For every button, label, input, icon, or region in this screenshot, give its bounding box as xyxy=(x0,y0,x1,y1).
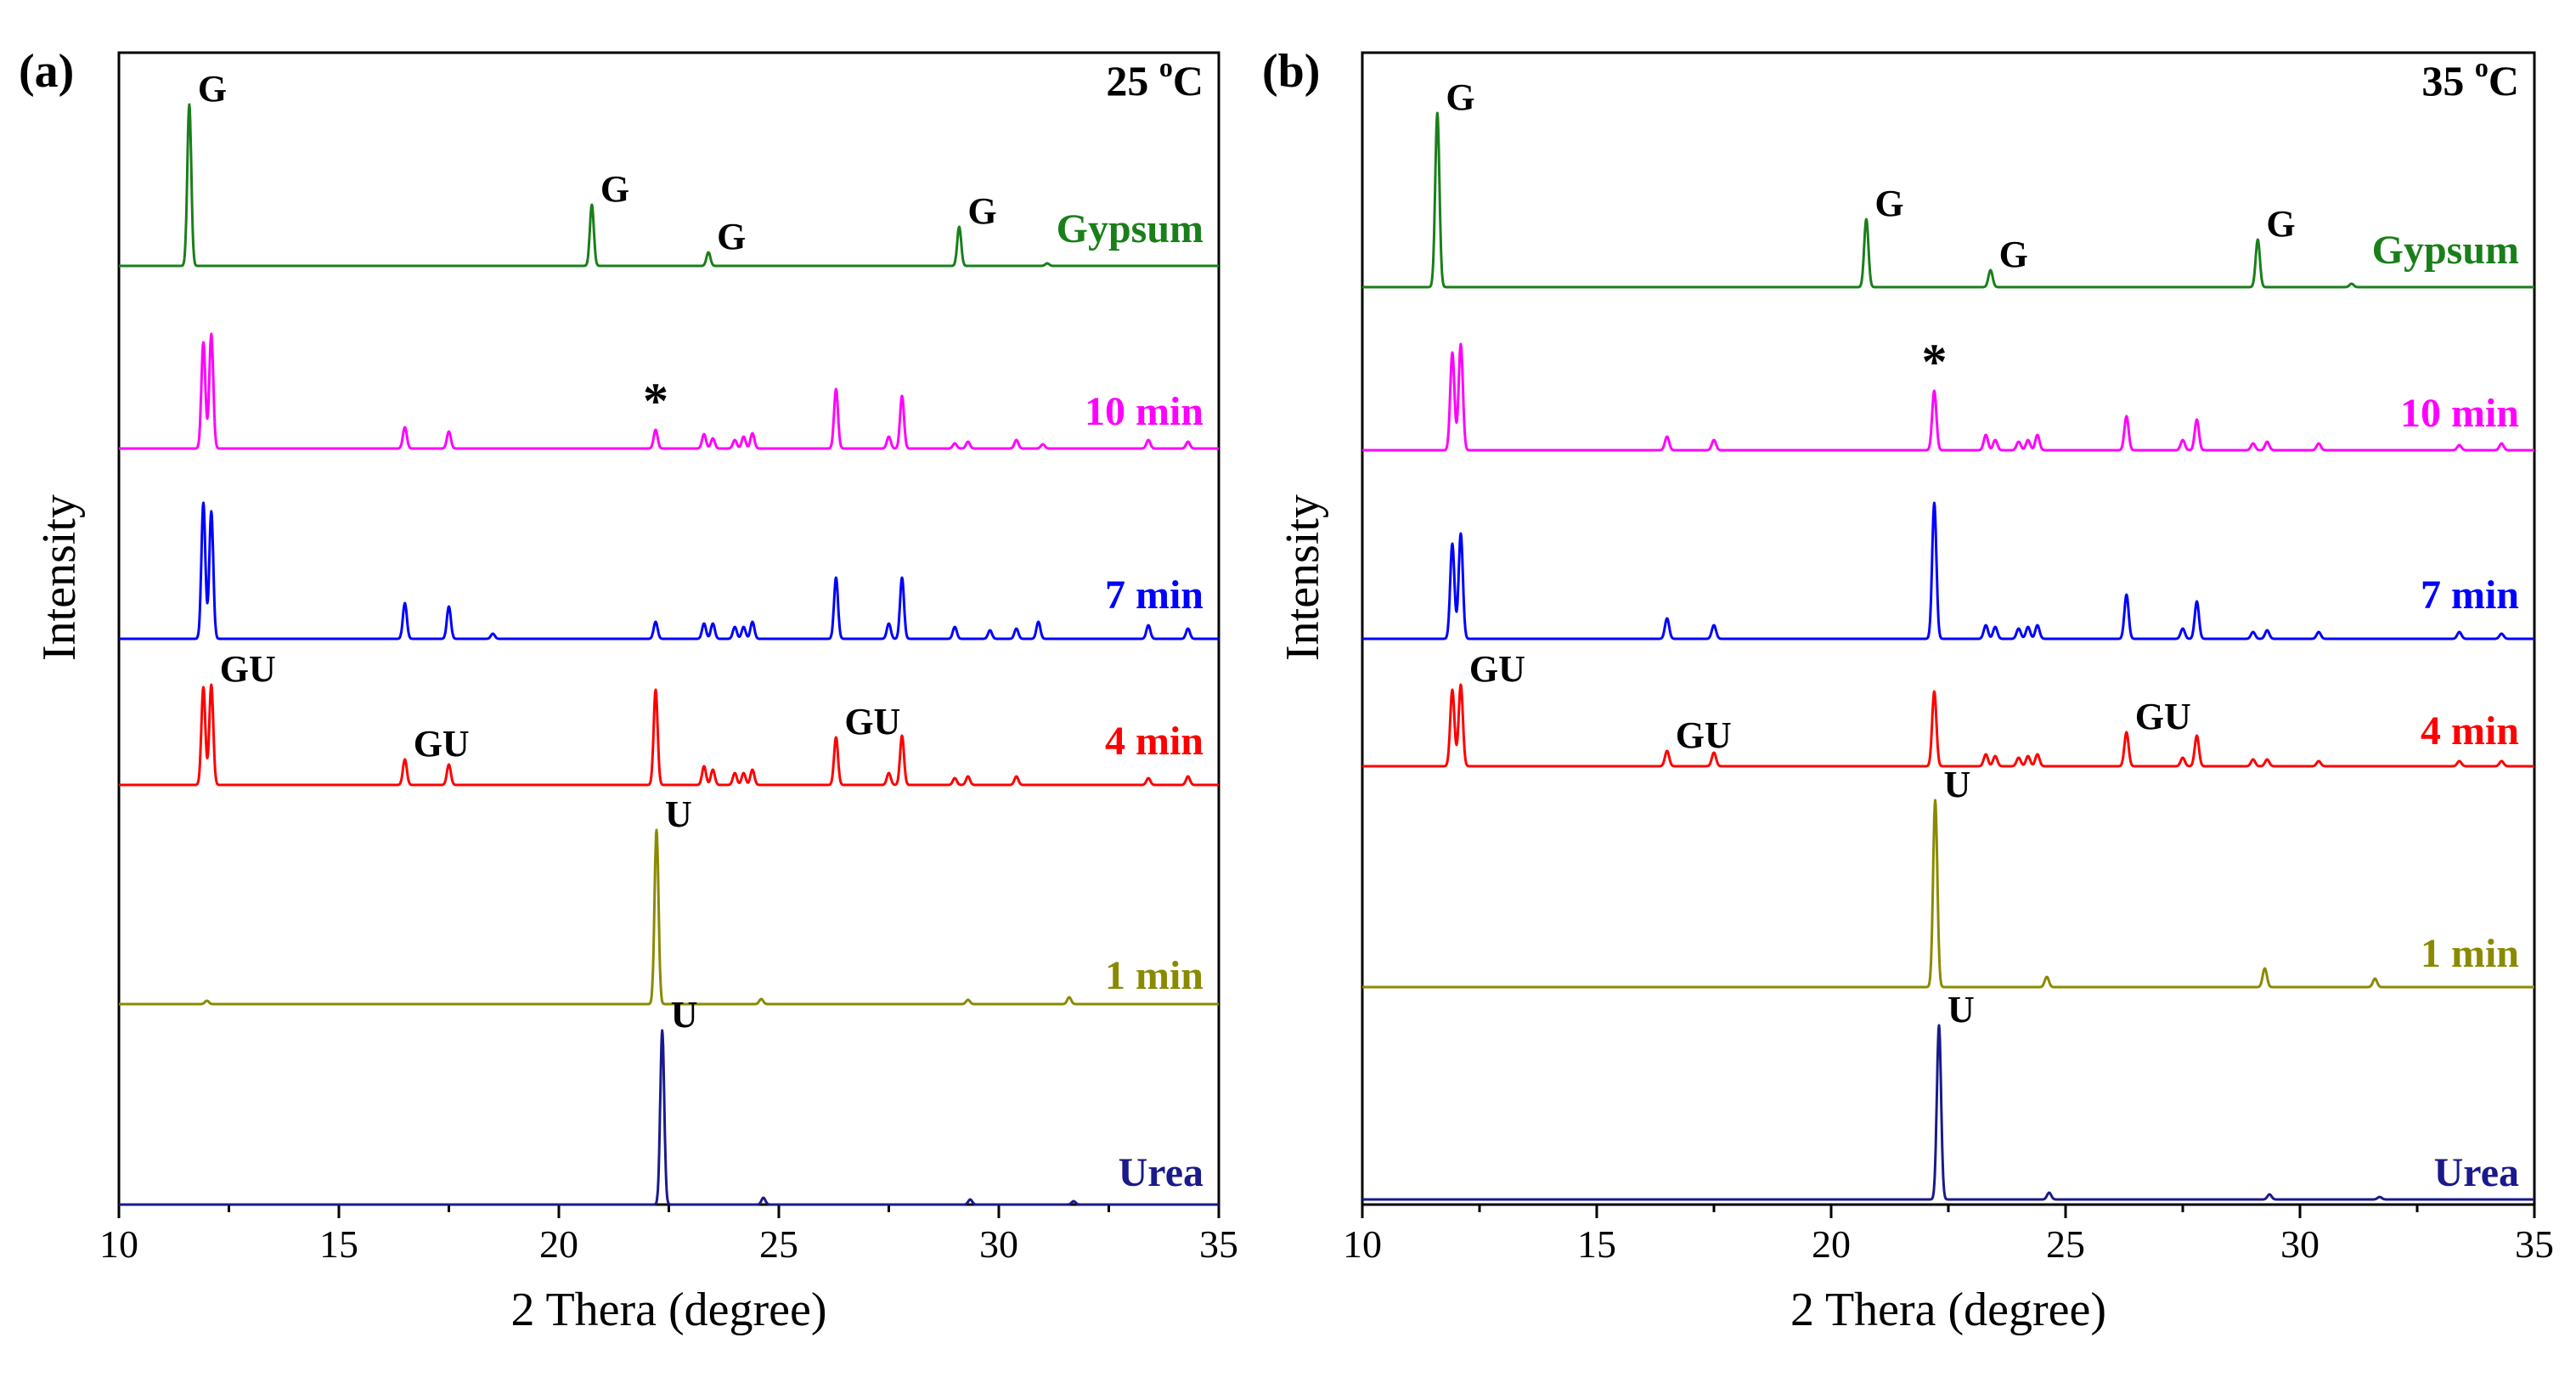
series-label: Gypsum xyxy=(1057,206,1203,251)
peak-annotation: G xyxy=(967,190,996,232)
series-line-4-min xyxy=(1361,683,2535,768)
peak-annotation: GU xyxy=(414,723,470,765)
series-line-10-min xyxy=(118,332,1220,450)
panel-label: (b) xyxy=(1262,45,1320,98)
peak-annotation: U xyxy=(1948,989,1975,1030)
x-tick-label: 10 xyxy=(99,1222,138,1266)
peak-annotation: G xyxy=(1874,183,1903,224)
series-line-1-min xyxy=(1361,799,2535,989)
peak-annotation: GU xyxy=(844,701,900,742)
x-tick-label: 35 xyxy=(1199,1222,1238,1266)
x-tick-label: 25 xyxy=(759,1222,798,1266)
series-label: Urea xyxy=(2434,1150,2519,1195)
peak-annotation: GU xyxy=(1469,648,1525,690)
plot-frame xyxy=(1361,51,2536,1206)
peak-annotation: GU xyxy=(1676,714,1732,756)
series-label: 4 min xyxy=(2421,708,2519,753)
peak-annotation: G xyxy=(2266,203,2295,245)
x-tick-label: 30 xyxy=(2280,1222,2320,1266)
peak-annotation: G xyxy=(1446,76,1474,118)
panel-label: (a) xyxy=(19,45,74,98)
series-label: 4 min xyxy=(1105,719,1203,764)
series-label: 1 min xyxy=(2421,931,2519,976)
peak-annotation: G xyxy=(717,216,746,257)
plot-frame xyxy=(117,51,1220,1206)
panel-a: 10 15 20 25 30 35 2 Thera (degree) Intensity (a)… xyxy=(19,45,1238,1336)
temperature-label: 25 oC xyxy=(1106,52,1203,104)
y-axis-label: Intensity xyxy=(33,494,86,661)
x-tick-label: 20 xyxy=(539,1222,578,1266)
y-axis-label: Intensity xyxy=(1277,494,1329,661)
peak-annotation: * xyxy=(643,373,668,429)
peak-annotation: GU xyxy=(2135,696,2191,737)
series-line-4-min xyxy=(118,683,1220,787)
x-tick-label: 15 xyxy=(1577,1222,1616,1266)
x-tick-label: 15 xyxy=(319,1222,358,1266)
series-label: 7 min xyxy=(2421,573,2519,618)
x-tick-label: 30 xyxy=(979,1222,1018,1266)
peak-annotation: U xyxy=(665,793,692,835)
series-line-gypsum xyxy=(1361,111,2535,289)
x-axis-label: 2 Thera (degree) xyxy=(1790,1284,2106,1336)
temperature-label: 35 oC xyxy=(2421,52,2519,104)
peak-annotation: U xyxy=(671,994,698,1036)
series-label: Gypsum xyxy=(2372,228,2519,273)
peak-annotation: G xyxy=(1999,234,2028,275)
series-line-7-min xyxy=(1361,501,2535,641)
series-line-urea xyxy=(1361,1024,2535,1201)
peak-annotation: * xyxy=(1921,334,1947,390)
x-tick-label: 25 xyxy=(2046,1222,2085,1266)
series-label: 10 min xyxy=(2400,391,2519,436)
peak-annotation: U xyxy=(1944,764,1971,805)
peak-annotation: G xyxy=(600,168,629,210)
peak-annotation: G xyxy=(198,68,227,110)
series-line-1-min xyxy=(118,828,1220,1006)
x-axis-label: 2 Thera (degree) xyxy=(510,1284,826,1336)
series-line-gypsum xyxy=(118,103,1220,268)
x-tick-label: 10 xyxy=(1343,1222,1382,1266)
series-label: 7 min xyxy=(1105,573,1203,618)
x-tick-label: 20 xyxy=(1812,1222,1851,1266)
series-label: Urea xyxy=(1119,1150,1203,1195)
series-line-7-min xyxy=(118,501,1220,641)
series-line-10-min xyxy=(1361,342,2535,452)
series-line-urea xyxy=(118,1029,1220,1206)
x-tick-label: 35 xyxy=(2515,1222,2554,1266)
series-label: 1 min xyxy=(1105,953,1203,998)
series-label: 10 min xyxy=(1085,389,1203,434)
panel-b: 10 15 20 25 30 35 2 Thera (degree) Intensity (b)… xyxy=(1262,45,2554,1336)
peak-annotation: GU xyxy=(220,648,276,690)
